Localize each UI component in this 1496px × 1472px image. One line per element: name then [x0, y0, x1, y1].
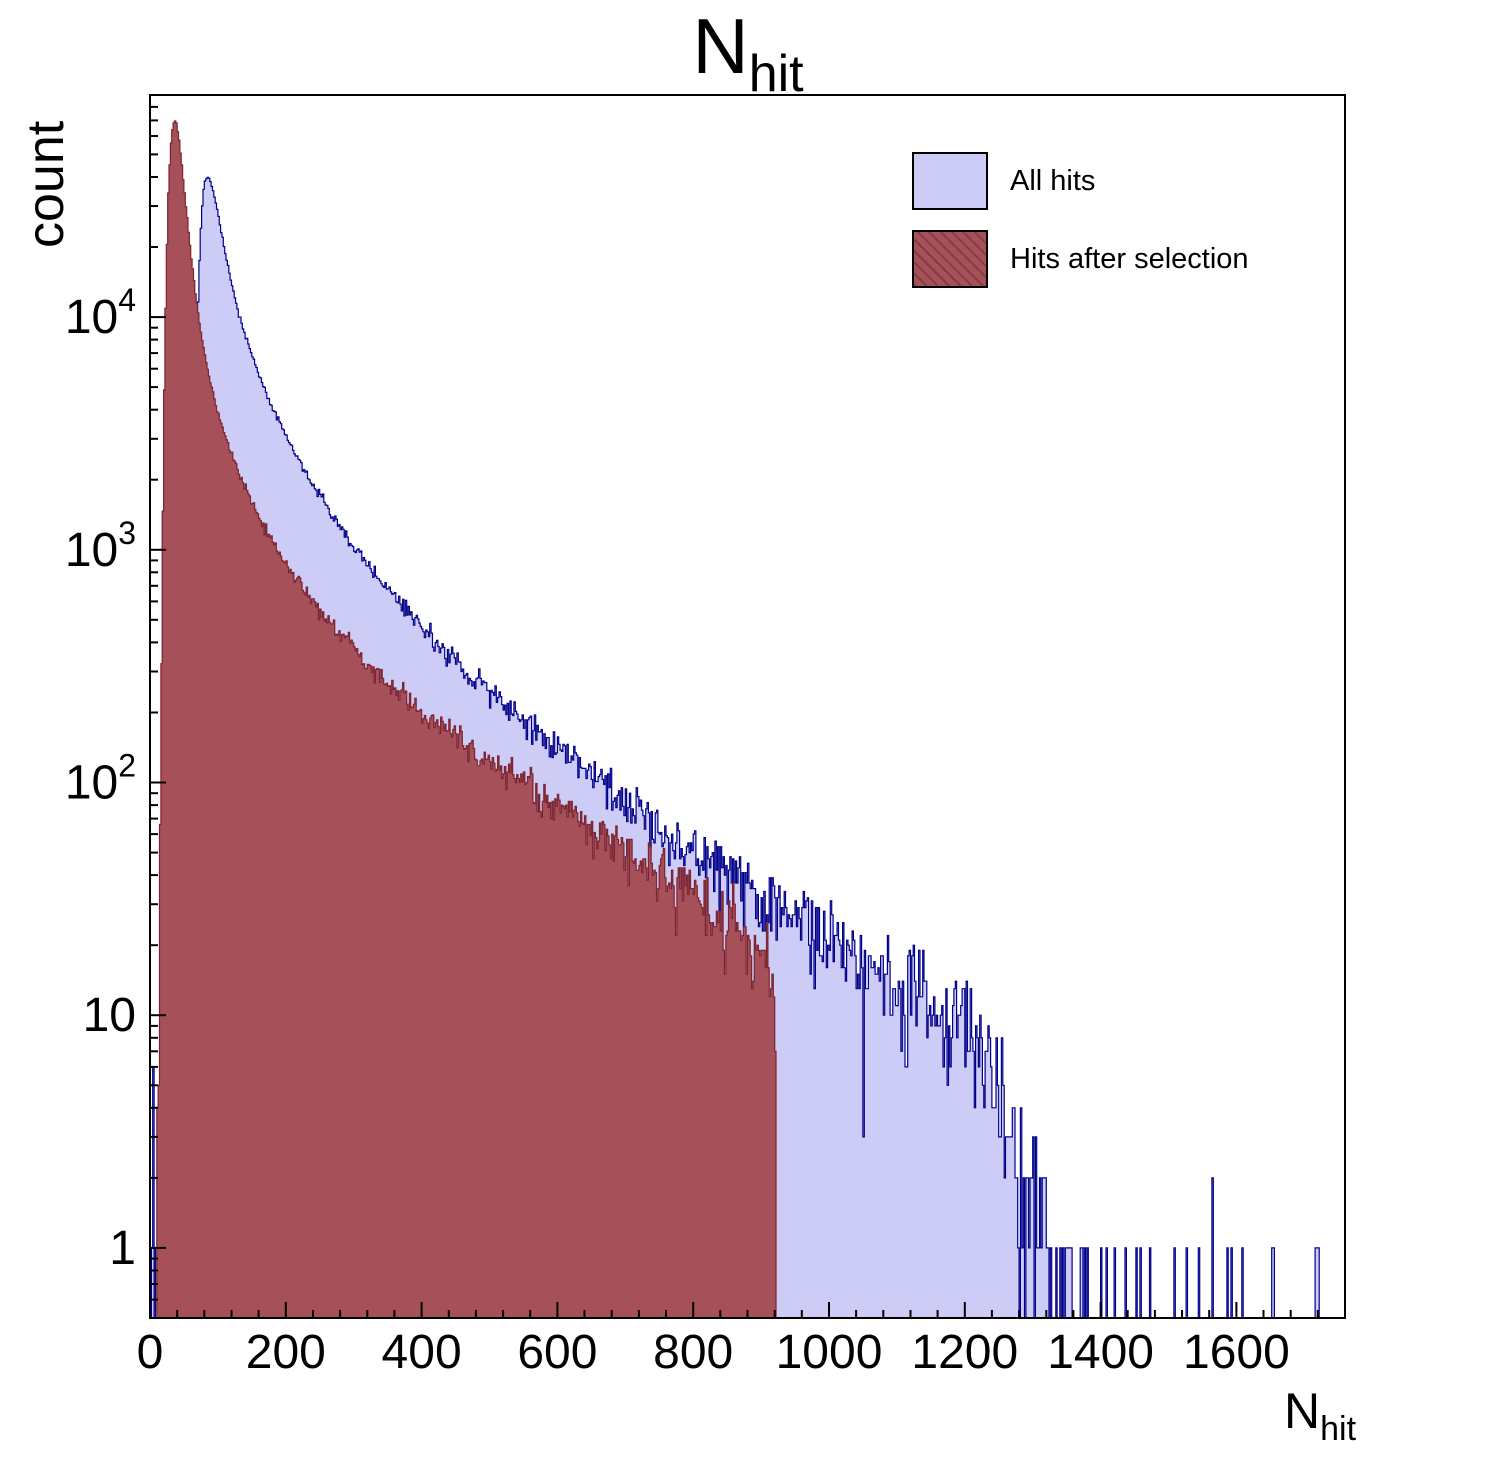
legend-label-all-hits: All hits: [1010, 164, 1096, 197]
svg-text:103: 103: [65, 515, 136, 577]
legend-label-selected: Hits after selection: [1010, 242, 1249, 275]
svg-text:1000: 1000: [776, 1326, 883, 1379]
x-axis-title-main: N: [1284, 1383, 1321, 1439]
legend-swatch-selected: [912, 230, 988, 288]
svg-text:600: 600: [517, 1326, 597, 1379]
legend-swatch-all-hits: [912, 152, 988, 210]
svg-text:102: 102: [65, 748, 136, 810]
svg-text:800: 800: [653, 1326, 733, 1379]
svg-text:0: 0: [137, 1326, 164, 1379]
svg-text:400: 400: [382, 1326, 462, 1379]
svg-text:1400: 1400: [1047, 1326, 1154, 1379]
y-axis-title: count: [17, 120, 75, 248]
svg-text:1600: 1600: [1183, 1326, 1290, 1379]
legend-item-selected: Hits after selection: [912, 230, 1249, 288]
x-axis-title: Nhit: [1284, 1382, 1356, 1448]
svg-text:1: 1: [109, 1222, 136, 1275]
svg-text:200: 200: [246, 1326, 326, 1379]
svg-text:104: 104: [65, 282, 136, 344]
svg-text:1200: 1200: [911, 1326, 1018, 1379]
x-axis-title-subscript: hit: [1320, 1410, 1357, 1448]
chart-title-subscript: hit: [748, 45, 804, 103]
svg-text:10: 10: [83, 989, 136, 1042]
legend-item-all-hits: All hits: [912, 152, 1249, 210]
chart-title-main: N: [692, 2, 749, 90]
legend: All hits Hits after selection: [912, 152, 1249, 308]
chart-title: Nhit: [0, 6, 1496, 103]
